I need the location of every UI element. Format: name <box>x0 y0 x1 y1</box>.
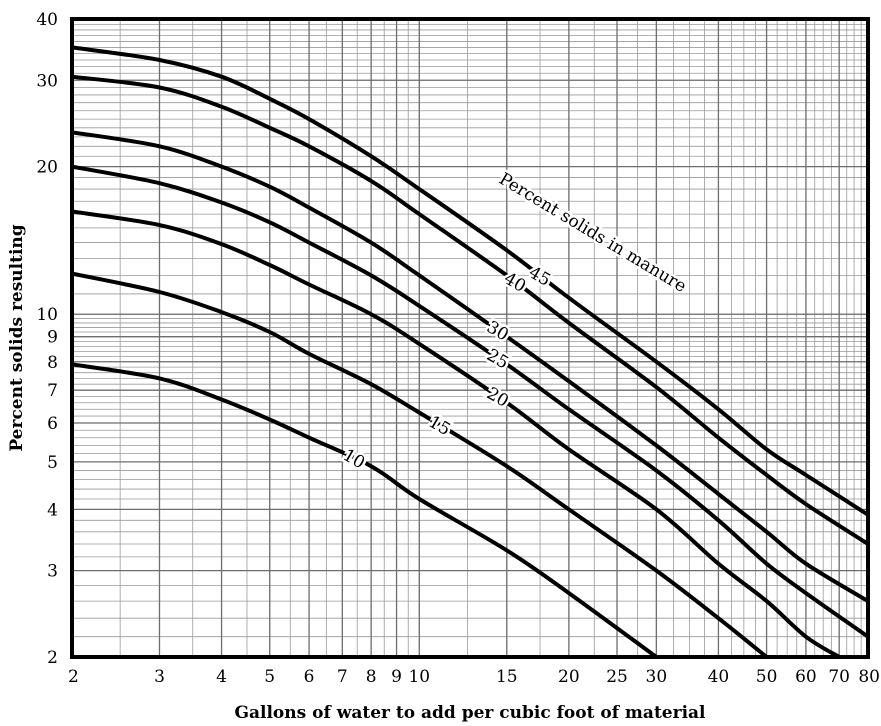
y-tick-label: 5 <box>47 453 58 473</box>
y-tick-label: 4 <box>47 500 58 520</box>
x-tick-label: 30 <box>646 667 668 687</box>
y-tick-labels: 2 3 4 5 6 7 8 9 10 20 30 40 <box>36 10 58 668</box>
x-tick-label: 3 <box>154 667 165 687</box>
curve-15-percent <box>72 271 768 657</box>
x-tick-label: 8 <box>366 667 377 687</box>
curves <box>72 45 868 657</box>
plot-border <box>70 17 870 659</box>
curve-25-percent <box>72 164 868 639</box>
curve-30-percent <box>72 130 868 603</box>
y-tick-label: 3 <box>47 562 58 582</box>
x-tick-label: 10 <box>408 667 430 687</box>
x-tick-labels: 2 3 4 5 6 7 8 9 10 15 20 25 30 40 50 60 70 80 <box>68 667 880 687</box>
plot-frame <box>70 17 870 659</box>
y-tick-label: 2 <box>47 648 58 668</box>
x-tick-label: 5 <box>264 667 275 687</box>
x-tick-label: 4 <box>216 667 227 687</box>
x-tick-label: 40 <box>708 667 730 687</box>
x-tick-label: 15 <box>496 667 518 687</box>
y-tick-label: 40 <box>36 10 58 30</box>
y-tick-label: 20 <box>36 158 58 178</box>
x-tick-label: 80 <box>858 667 880 687</box>
x-tick-label: 60 <box>795 667 817 687</box>
y-tick-label: 6 <box>47 414 58 434</box>
x-tick-label: 6 <box>304 667 315 687</box>
x-tick-label: 7 <box>337 667 348 687</box>
x-tick-label: 9 <box>391 667 402 687</box>
y-axis-title: Percent solids resulting <box>7 224 27 451</box>
curve-10-percent <box>72 362 658 657</box>
y-tick-label: 8 <box>47 353 58 373</box>
x-tick-label: 25 <box>606 667 628 687</box>
curve-20-percent <box>72 209 841 657</box>
x-tick-label: 2 <box>68 667 79 687</box>
x-tick-label: 50 <box>756 667 778 687</box>
curve-label-10: 10 <box>339 445 368 473</box>
curve-45-percent <box>72 45 868 517</box>
x-tick-label: 20 <box>558 667 580 687</box>
y-tick-label: 9 <box>47 328 58 348</box>
x-tick-label: 70 <box>828 667 850 687</box>
y-tick-label: 30 <box>36 71 58 91</box>
x-axis-title: Gallons of water to add per cubic foot o… <box>234 703 706 723</box>
y-tick-label: 7 <box>47 381 58 401</box>
y-tick-label: 10 <box>36 305 58 325</box>
curve-40-percent <box>72 74 868 546</box>
